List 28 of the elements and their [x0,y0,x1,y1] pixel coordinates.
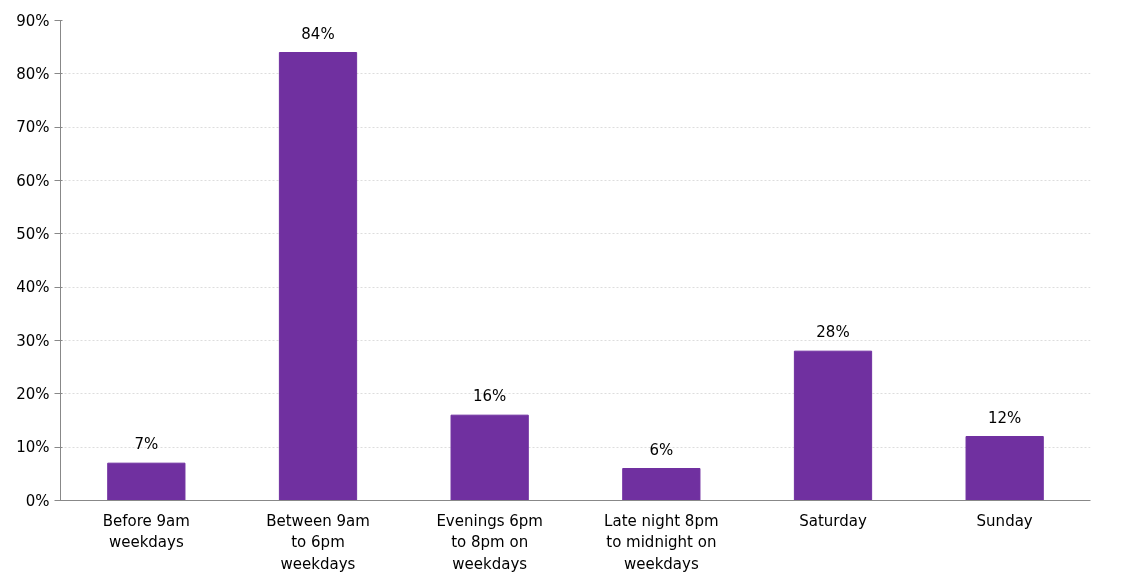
y-tick-label: 20% [16,384,50,403]
bar [965,436,1044,501]
y-tick-label: 60% [16,171,50,190]
y-tick-label: 50% [16,224,50,243]
bar [107,462,186,501]
y-tick-label: 70% [16,118,50,137]
bar [278,52,358,501]
data-label: 28% [816,323,850,342]
data-label: 84% [301,24,335,43]
x-tick-label: Between 9am to 6pm weekdays [266,511,370,573]
data-label: 12% [988,408,1022,427]
bar [793,350,873,501]
x-tick-label: Late night 8pm to midnight on weekdays [604,511,719,573]
x-tick-label: Sunday [976,511,1033,530]
x-tick-label: Evenings 6pm to 8pm on weekdays [436,511,543,573]
y-tick-label: 30% [16,331,50,350]
x-tick-label: Saturday [799,511,867,530]
y-tick-label: 10% [16,438,50,457]
y-tick-label: 0% [25,491,50,510]
y-tick-label: 40% [16,278,50,297]
data-label: 16% [473,387,507,406]
bar [622,468,701,501]
data-label: 6% [649,440,674,459]
data-label: 7% [134,435,159,454]
bar [450,414,529,501]
y-tick-label: 80% [16,64,50,83]
y-tick-label: 90% [16,11,50,30]
x-tick-label: Before 9am weekdays [102,511,190,552]
